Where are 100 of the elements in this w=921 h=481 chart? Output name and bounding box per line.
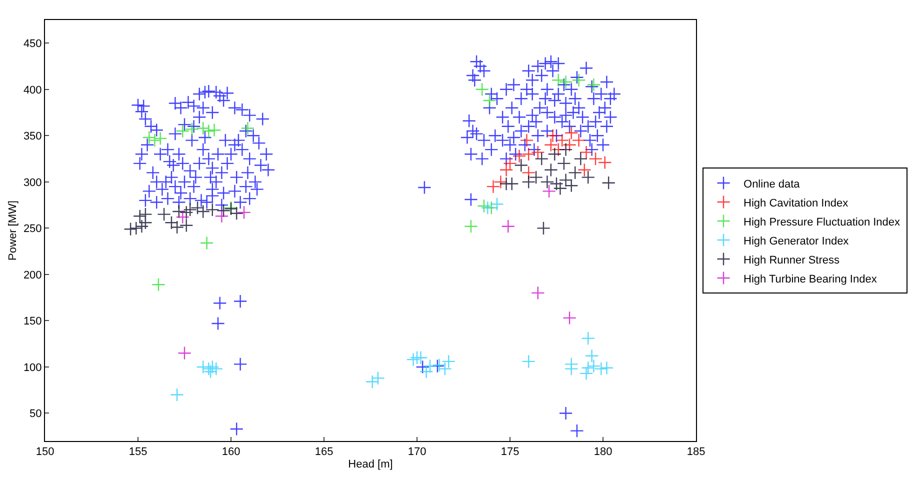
point (486, 180, 500, 194)
point (531, 145, 545, 160)
x-tick-label: 155 (128, 446, 148, 458)
y-tick-label: 300 (23, 176, 42, 189)
legend-label: Online data (744, 178, 801, 190)
point (531, 286, 545, 300)
x-tick-label: 175 (500, 446, 520, 458)
point (406, 352, 420, 366)
legend-label: High Generator Index (744, 235, 850, 248)
point (581, 331, 596, 346)
point (584, 348, 599, 363)
point (536, 221, 550, 236)
point (200, 236, 214, 250)
y-tick-label: 50 (30, 408, 42, 420)
point (477, 199, 491, 213)
point (138, 207, 152, 222)
point (206, 202, 220, 217)
point (153, 132, 168, 146)
point (148, 133, 162, 148)
point (176, 124, 190, 138)
point (207, 123, 222, 138)
x-tick-label: 165 (314, 446, 334, 458)
point (544, 162, 558, 177)
point (185, 122, 199, 136)
point (202, 124, 216, 138)
point (423, 359, 437, 373)
point (568, 166, 582, 180)
point (574, 152, 588, 166)
point (581, 170, 596, 184)
point (214, 209, 229, 224)
point (540, 175, 554, 189)
point (371, 371, 385, 385)
y-tick-label: 250 (23, 223, 42, 236)
x-tick-label: 160 (222, 446, 240, 458)
point (183, 202, 197, 217)
point (522, 354, 536, 368)
point (520, 133, 534, 148)
point (499, 176, 514, 191)
point (546, 128, 560, 143)
y-tick-label: 200 (23, 269, 42, 282)
point (490, 197, 504, 212)
point (152, 278, 166, 292)
y-tick-label: 150 (23, 316, 42, 328)
x-tick-label: 185 (686, 446, 706, 458)
point (600, 361, 614, 375)
legend-label: High Cavitation Index (744, 197, 849, 210)
point (514, 158, 528, 172)
point (365, 374, 380, 389)
y-tick-label: 450 (23, 38, 42, 50)
point (551, 73, 566, 88)
point (176, 210, 190, 224)
point (581, 361, 596, 375)
point (179, 218, 194, 232)
x-tick-label: 150 (36, 446, 54, 458)
point (558, 75, 573, 89)
y-tick-label: 100 (23, 362, 42, 374)
point (464, 219, 478, 234)
point (602, 176, 616, 190)
point (562, 311, 576, 325)
point (240, 121, 255, 136)
point (134, 219, 149, 234)
y-axis-title: Power [MW] (7, 200, 20, 260)
point (482, 94, 496, 108)
point (237, 206, 251, 220)
x-tick-label: 180 (594, 446, 612, 458)
point (206, 360, 220, 374)
point (558, 142, 573, 156)
point (142, 130, 156, 144)
point (129, 221, 144, 236)
point (579, 366, 594, 380)
point (503, 156, 517, 170)
point (419, 364, 434, 378)
point (572, 73, 586, 88)
point (529, 170, 543, 184)
point (542, 184, 556, 198)
point (578, 162, 592, 177)
point (178, 346, 192, 360)
point (124, 222, 138, 236)
point (209, 362, 224, 376)
point (442, 354, 456, 368)
point (179, 206, 194, 220)
point (494, 175, 508, 189)
x-axis-title: Head [m] (348, 458, 393, 470)
point (534, 152, 549, 166)
x-tick-label: 170 (408, 446, 426, 458)
point (501, 219, 516, 234)
point (414, 350, 428, 365)
point (586, 359, 601, 373)
point (512, 149, 526, 163)
point (548, 147, 562, 162)
legend-label: High Turbine Bearing Index (744, 273, 878, 286)
point (598, 156, 612, 170)
point (480, 200, 495, 215)
point (196, 121, 210, 136)
point (170, 388, 184, 402)
point (475, 82, 489, 96)
point (522, 147, 536, 162)
legend-label: High Runner Stress (744, 254, 840, 266)
point (499, 162, 514, 177)
legend-label: High Pressure Fluctuation Index (744, 216, 901, 228)
